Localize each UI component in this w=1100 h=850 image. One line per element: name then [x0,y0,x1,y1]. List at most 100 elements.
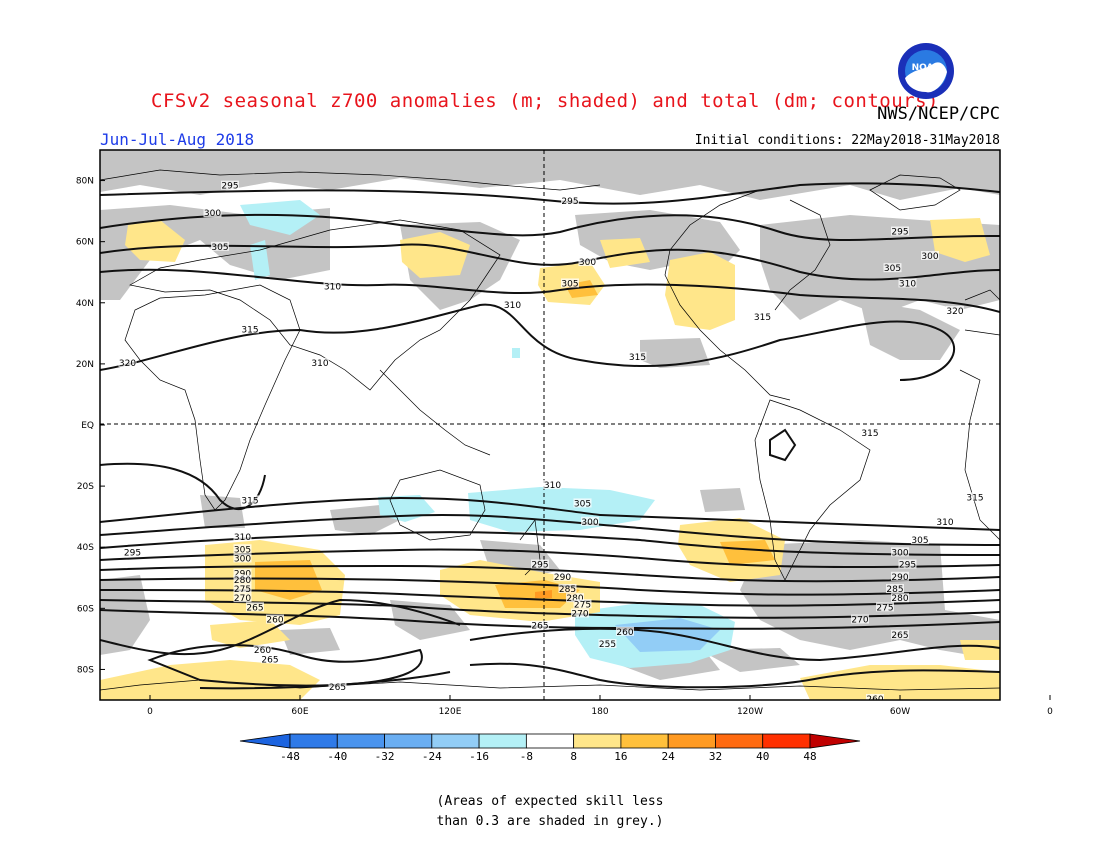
contour-label-bg [891,629,909,639]
contour-label-bg [891,571,909,581]
contour-label-bg [883,263,902,273]
contour-label: 300 [581,518,598,528]
contour-label: 315 [966,493,983,503]
colorbar-arrow-low [239,733,291,749]
colorbar-tick-label: -8 [520,750,533,763]
contour-label: 285 [559,585,576,595]
contour-label-bg [123,547,142,557]
svg-text:NOAA: NOAA [912,63,941,73]
lon-tick-label: 0 [1047,707,1053,717]
colorbar-segment [478,733,527,749]
contour-label: 315 [861,429,878,439]
colorbar-tick-label: 40 [756,750,769,763]
colorbar-segment [620,733,669,749]
colorbar-tick-label: -16 [469,750,489,763]
agency-label: NWS/NCEP/CPC [877,104,1000,124]
colorbar-segment [384,733,433,749]
contour-label-bg [211,241,229,251]
contour-label: 260 [1036,603,1053,613]
contour-label: 295 [561,197,578,207]
footnote-line-2: than 0.3 are shaded in grey.) [436,814,664,829]
contour-label: 305 [574,499,591,509]
contour-label: 310 [936,518,953,528]
height-contours [100,182,1000,690]
contour-label-bg [911,535,929,545]
noaa-logo-icon: NOAA [898,43,954,99]
contour-label: 265 [531,622,548,632]
contour-label: 265 [891,631,908,641]
contour-label-bg [921,250,939,260]
contour-label-bg [233,593,252,603]
colorbar-tick-label: -40 [327,750,347,763]
colorbar-tick-label: 8 [570,750,577,763]
contour-label: 315 [241,496,258,506]
contour-label-bg [861,428,879,438]
negative-anomaly-core [615,618,720,652]
contour-label: 295 [899,561,916,571]
contour-label-bg [898,278,917,288]
contour-label: 310 [311,359,328,369]
contour-label-bg [966,492,984,502]
contour-label-bg [581,516,599,526]
lat-tick-label: 40S [77,543,94,553]
colorbar-segment [431,733,480,749]
contour-label: 260 [254,646,271,656]
colorbar-segment [573,733,622,749]
colorbar-segment [336,733,385,749]
contour-label: 315 [1011,292,1028,302]
contour-label: 310 [324,283,341,293]
andes-contour [769,428,797,462]
lat-tick-label: 40N [76,299,94,309]
coastlines [100,169,1000,691]
contour-label: 305 [561,279,578,289]
contour-label: 305 [911,536,928,546]
contour-label-bg [573,599,592,609]
contour-label: 275 [234,585,251,595]
contour-label: 255 [599,640,616,650]
footnote-line-1: (Areas of expected skill less [436,794,664,809]
contour-label-bg [1036,602,1054,611]
contour-label-bg [233,553,252,563]
contour-label-bg [233,532,252,542]
contour-label: 305 [234,545,251,555]
contour-label-bg [543,480,562,490]
contour-label: 270 [851,616,868,626]
contour-label-bg [898,559,917,569]
contour-label: 300 [891,548,908,558]
contour-label-bg [753,312,772,322]
contour-label-bg [553,571,572,581]
colorbar-tick-label: 32 [709,750,722,763]
contour-label-bg [311,357,329,367]
contour-label-bg [118,357,137,367]
contour-label-bg [891,593,909,603]
lat-tick-label: 60S [77,604,94,614]
contour-label-bg [891,547,909,557]
contour-label-bg [203,208,222,218]
contour-label: 290 [234,570,251,580]
colorbar-tick-label: -48 [280,750,300,763]
contour-label-bg [876,602,894,612]
contour-label-bg [1011,291,1029,300]
contour-label: 300 [921,252,938,262]
colorbar-segment [715,733,764,749]
contour-label-bg [851,614,869,624]
contour-label-bg [561,278,579,288]
contour-label-bg [946,305,964,315]
contour-label: 275 [574,600,591,610]
contour-label: 310 [504,301,521,311]
contour-label-bg [253,645,272,655]
contour-label: 295 [221,182,238,192]
contour-label-bg [566,593,584,603]
contour-label-bg [628,351,647,361]
contour-label-bg [616,626,634,636]
contour-label: 275 [876,603,893,613]
contour-label: 315 [241,325,258,335]
contour-label-bg [531,559,549,569]
contour-label-bg [503,299,522,309]
contour-label-bg [221,180,239,190]
lon-tick-label: 60W [890,707,910,717]
colorbar-segment [525,733,575,749]
contour-label: 295 [124,548,141,558]
